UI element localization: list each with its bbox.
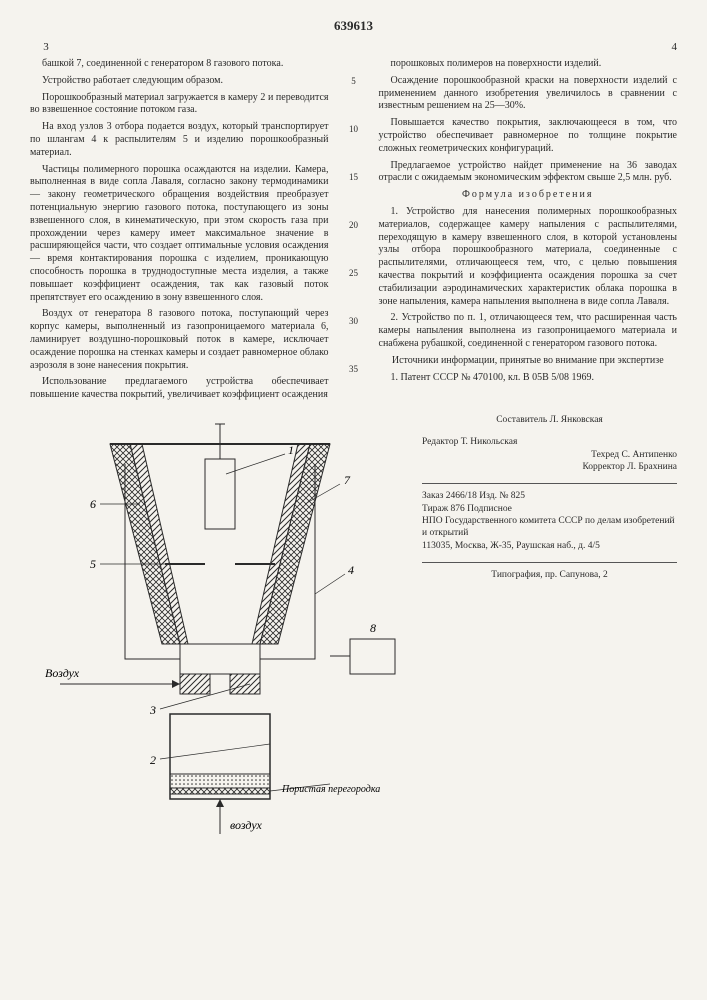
npo-line2: 113035, Москва, Ж-35, Раушская наб., д. … — [422, 540, 677, 552]
fig-label-3: 3 — [149, 703, 156, 717]
fig-label-1: 1 — [288, 443, 294, 457]
doc-number: 639613 — [30, 18, 677, 34]
claims-heading: Формула изобретения — [379, 189, 678, 202]
paragraph: башкой 7, соединенной с генератором 8 га… — [30, 58, 329, 71]
techred: Техред С. Антипенко — [422, 449, 677, 461]
paragraph: Порошкообразный материал загружается в к… — [30, 92, 329, 118]
paragraph: Частицы полимерного порошка осаждаются н… — [30, 164, 329, 305]
paragraph: Устройство работает следующим образом. — [30, 75, 329, 88]
line-num: 15 — [347, 172, 361, 184]
paragraph: На вход узлов 3 отбора подается воздух, … — [30, 121, 329, 159]
claim: 1. Устройство для нанесения полимерных п… — [379, 206, 678, 308]
npo-line1: НПО Государственного комитета СССР по де… — [422, 515, 677, 540]
line-num: 10 — [347, 124, 361, 136]
order-line: Заказ 2466/18 Изд. № 825 — [422, 490, 677, 502]
paragraph: порошковых полимеров на поверхности изде… — [379, 58, 678, 71]
line-num: 30 — [347, 316, 361, 328]
porous-label: Пористая перегородка — [281, 784, 380, 795]
fig-label-2: 2 — [150, 753, 156, 767]
fig-label-5: 5 — [90, 557, 96, 571]
gutter-line-numbers: 5 10 15 20 25 30 35 — [347, 40, 361, 406]
fig-label-7: 7 — [344, 473, 351, 487]
left-column: 3 башкой 7, соединенной с генератором 8 … — [30, 40, 329, 406]
sources-heading: Источники информации, принятые во вниман… — [379, 355, 678, 368]
corrector: Корректор Л. Брахнина — [422, 461, 677, 473]
patent-figure: 1 6 7 5 4 3 2 8 Воздух воздух Пористая п… — [30, 414, 410, 869]
imprint-block: Составитель Л. Янковская Редактор Т. Ник… — [422, 414, 677, 869]
text-columns: 3 башкой 7, соединенной с генератором 8 … — [30, 40, 677, 406]
fig-label-4: 4 — [348, 563, 354, 577]
tirazh-line: Тираж 876 Подписное — [422, 503, 677, 515]
line-num: 35 — [347, 364, 361, 376]
compiler: Составитель Л. Янковская — [422, 414, 677, 426]
paragraph: Осаждение порошкообразной краски на пове… — [379, 75, 678, 113]
right-col-number: 4 — [379, 40, 678, 54]
line-num: 25 — [347, 268, 361, 280]
paragraph: Использование предлагаемого устройства о… — [30, 376, 329, 402]
paragraph: Воздух от генератора 8 газового потока, … — [30, 308, 329, 372]
claim: 2. Устройство по п. 1, отличающееся тем,… — [379, 312, 678, 350]
fig-label-8: 8 — [370, 621, 376, 635]
air-label-bottom: воздух — [230, 818, 262, 832]
typography-line: Типография, пр. Сапунова, 2 — [422, 569, 677, 581]
paragraph: Повышается качество покрытия, заключающе… — [379, 117, 678, 155]
fig-label-6: 6 — [90, 497, 96, 511]
paragraph: Предлагаемое устройство найдет применени… — [379, 160, 678, 186]
left-col-number: 3 — [30, 40, 329, 54]
line-num: 5 — [347, 76, 361, 88]
line-num: 20 — [347, 220, 361, 232]
source-ref: 1. Патент СССР № 470100, кл. В 05В 5/08 … — [379, 372, 678, 385]
right-column: 4 порошковых полимеров на поверхности из… — [379, 40, 678, 406]
air-label: Воздух — [45, 666, 80, 680]
editor: Редактор Т. Никольская — [422, 436, 677, 448]
